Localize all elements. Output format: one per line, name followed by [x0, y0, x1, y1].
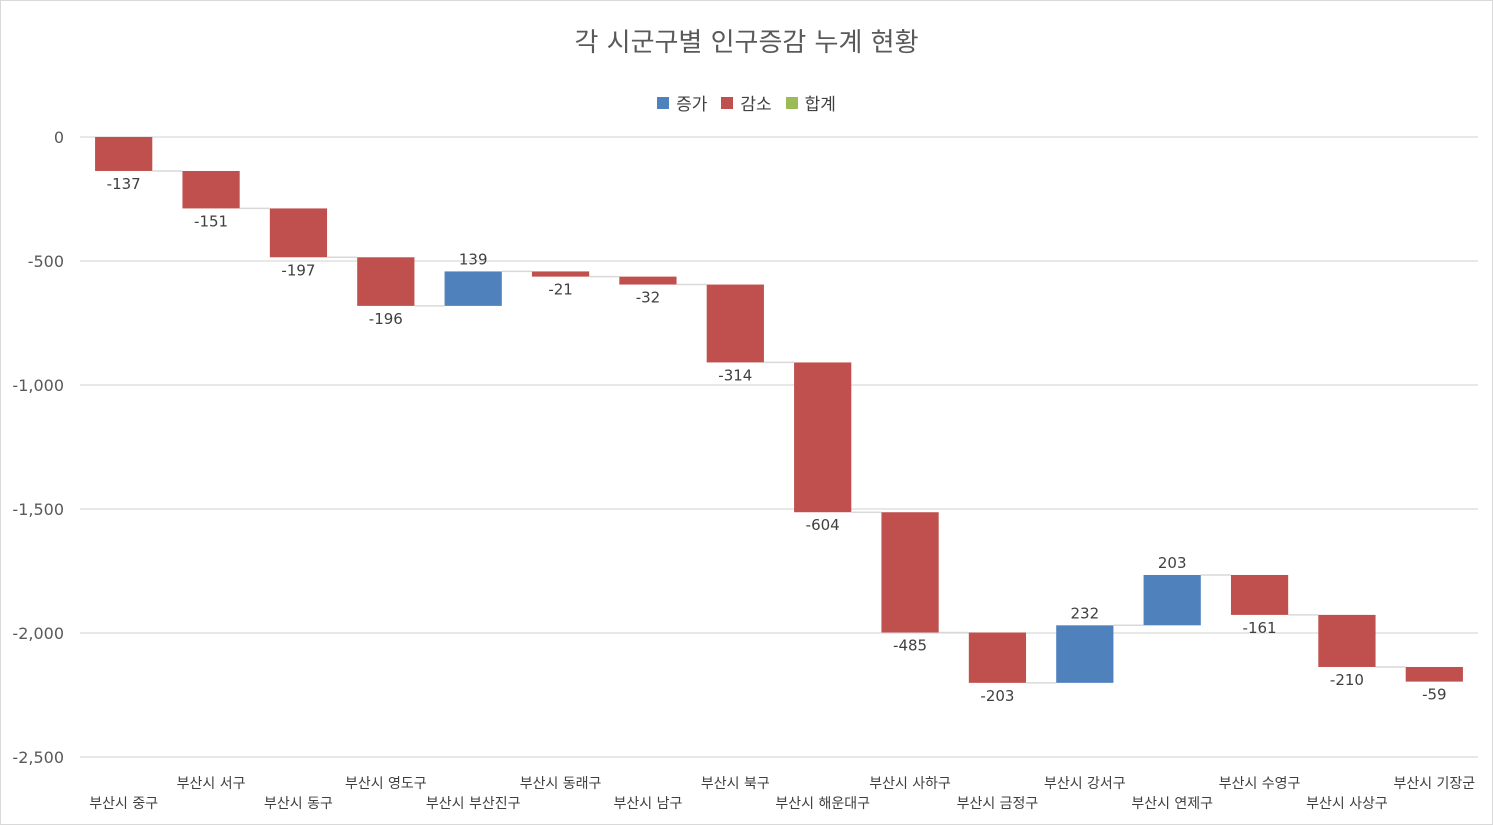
- legend-item-total: 합계: [785, 90, 836, 115]
- data-label: -604: [806, 516, 840, 534]
- x-category-label: 부산시 수영구: [1219, 776, 1301, 792]
- data-label: 139: [459, 250, 488, 268]
- data-label: -32: [636, 289, 661, 307]
- waterfall-bar: [531, 271, 590, 277]
- data-label: -197: [281, 261, 315, 279]
- waterfall-bar: [1405, 666, 1463, 682]
- chart-title: 각 시군구별 인구증감 누계 현황: [574, 28, 919, 58]
- waterfall-bar: [1056, 625, 1114, 683]
- x-category-label: 부산시 서구: [177, 776, 246, 792]
- data-label: 203: [1158, 554, 1187, 572]
- waterfall-bar: [269, 208, 328, 258]
- x-category-label: 부산시 기장군: [1393, 776, 1475, 792]
- x-category-label: 부산시 남구: [614, 796, 683, 812]
- y-tick-label: -2,000: [12, 624, 64, 643]
- legend-label-total: 합계: [804, 95, 836, 115]
- data-label: -59: [1422, 686, 1447, 704]
- x-category-label: 부산시 중구: [89, 796, 158, 812]
- waterfall-bar: [968, 632, 1027, 683]
- data-label: 232: [1070, 604, 1099, 622]
- data-label: -151: [194, 212, 228, 230]
- legend-item-decrease: 감소: [721, 90, 772, 115]
- x-category-label: 부산시 강서구: [1044, 776, 1126, 792]
- x-category-label: 부산시 연제구: [1131, 796, 1213, 812]
- data-label: -314: [718, 366, 752, 384]
- legend-swatch-total: [785, 96, 798, 109]
- y-tick-label: -2,500: [12, 748, 64, 767]
- waterfall-bar: [1318, 614, 1376, 667]
- waterfall-bar: [881, 512, 939, 633]
- data-label: -210: [1330, 671, 1364, 689]
- y-tick-label: -1,500: [12, 500, 64, 519]
- legend-item-increase: 증가: [657, 90, 707, 115]
- x-category-label: 부산시 사상구: [1306, 796, 1388, 812]
- waterfall-bar: [357, 257, 415, 306]
- legend-label-decrease: 감소: [740, 95, 772, 115]
- waterfall-bar: [444, 271, 502, 306]
- waterfall-bar: [706, 284, 764, 363]
- x-category-label: 부산시 해운대구: [775, 796, 870, 812]
- legend-swatch-decrease: [721, 96, 734, 109]
- y-tick-label: 0: [54, 128, 64, 147]
- y-tick-label: -500: [28, 252, 64, 271]
- data-label: -485: [893, 637, 927, 655]
- x-category-label: 부산시 영도구: [345, 776, 427, 792]
- data-label: -137: [107, 175, 141, 193]
- waterfall-bar: [182, 170, 240, 209]
- legend-label-increase: 증가: [676, 95, 708, 115]
- x-category-label: 부산시 동래구: [520, 776, 602, 792]
- waterfall-bar: [1230, 574, 1289, 615]
- data-label: -203: [980, 687, 1014, 705]
- data-label: -161: [1243, 619, 1277, 637]
- waterfall-bar: [95, 137, 153, 171]
- x-category-label: 부산시 금정구: [957, 796, 1039, 812]
- x-category-label: 부산시 부산진구: [426, 796, 521, 812]
- legend: 증가 감소 합계: [0, 90, 1493, 115]
- data-label: -196: [369, 310, 403, 328]
- waterfall-bar: [1143, 574, 1201, 626]
- waterfall-bar: [619, 276, 677, 285]
- waterfall-bar: [794, 362, 852, 513]
- data-label: -21: [548, 281, 573, 299]
- y-tick-label: -1,000: [12, 376, 64, 395]
- x-category-label: 부산시 사하구: [869, 776, 951, 792]
- x-category-label: 부산시 북구: [701, 776, 770, 792]
- x-category-label: 부산시 동구: [264, 796, 333, 812]
- legend-swatch-increase: [657, 96, 670, 109]
